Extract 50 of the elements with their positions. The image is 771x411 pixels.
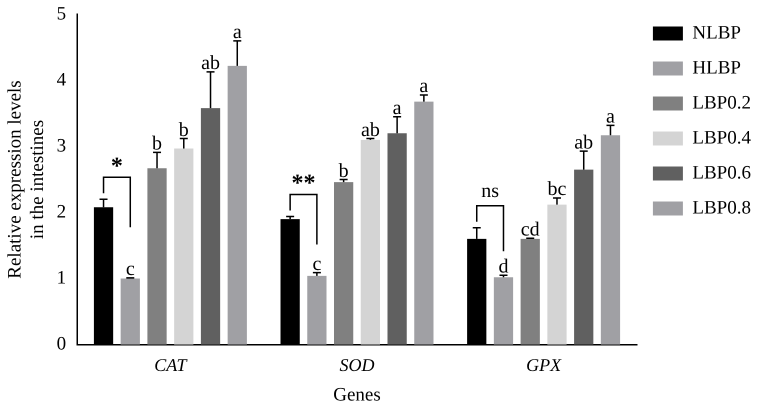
x-tick-label: CAT (154, 355, 189, 376)
bar (600, 135, 620, 345)
x-tick-label: SOD (340, 355, 374, 376)
data-label: a (419, 75, 428, 98)
bar (147, 168, 167, 345)
bar (120, 278, 140, 345)
annotation: ** (292, 170, 316, 197)
bar (520, 238, 540, 345)
legend-label: LBP0.2 (692, 92, 752, 114)
data-label: cd (520, 218, 540, 241)
legend-label: LBP0.4 (692, 127, 752, 148)
y-tick-label: 0 (56, 334, 66, 355)
bar (334, 182, 354, 345)
data-label: ab (574, 131, 594, 154)
legend-label: NLBP (692, 22, 741, 44)
legend-label: LBP0.6 (692, 162, 752, 184)
bar (414, 102, 434, 345)
data-label: ab (360, 118, 380, 141)
bar (360, 140, 380, 345)
x-axis-title: Genes (333, 384, 381, 406)
bar (228, 66, 247, 345)
bar (200, 108, 220, 345)
data-label: c (312, 252, 322, 275)
bar (494, 277, 514, 345)
y-tick-label: 1 (56, 268, 66, 289)
data-label: d (498, 256, 508, 278)
y-tick-label: 2 (56, 202, 66, 223)
bar (174, 148, 194, 345)
y-tick-label: 5 (56, 3, 66, 24)
annotation: * (110, 154, 123, 180)
data-label: a (392, 97, 402, 120)
bar (387, 133, 407, 345)
data-label: b (338, 160, 349, 182)
y-tick-label: 3 (56, 135, 66, 156)
data-label: ab (201, 52, 220, 74)
bar (574, 170, 594, 345)
legend-label: HLBP (692, 57, 741, 78)
data-label: b (152, 132, 162, 155)
data-label: bc (548, 178, 567, 200)
y-axis-title: Relative expression levels in the intestines (4, 80, 48, 279)
data-label: c (126, 258, 135, 280)
bar (547, 204, 567, 345)
y-tick-label: 4 (56, 69, 67, 90)
data-label: b (178, 118, 189, 141)
data-label: a (232, 21, 242, 44)
legend-label: LBP0.8 (692, 197, 752, 218)
annotation: ns (481, 180, 500, 202)
bar (307, 276, 327, 345)
x-tick-label: GPX (526, 355, 562, 376)
data-label: a (606, 106, 616, 128)
